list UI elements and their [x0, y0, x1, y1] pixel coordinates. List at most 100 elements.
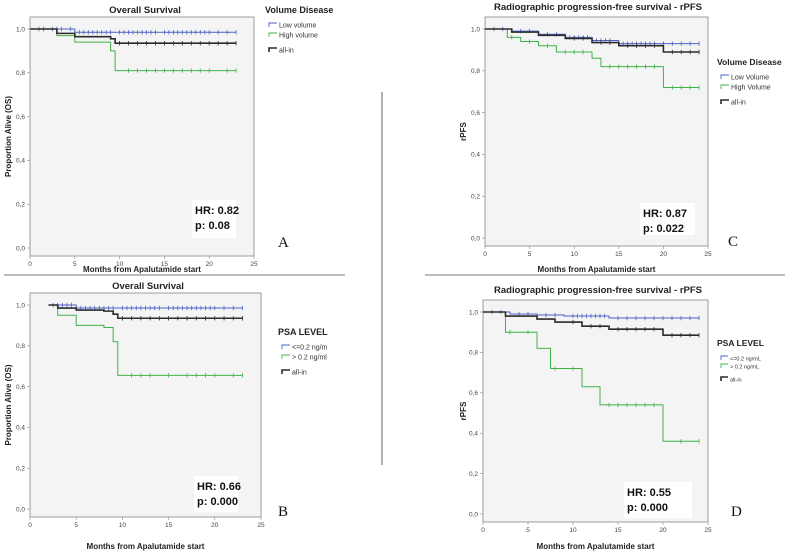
legend-swatch — [281, 344, 290, 349]
y-axis-label: rPFS — [459, 122, 468, 141]
y-tick-label: 1,0 — [469, 309, 478, 316]
chart-title: Overall Survival — [112, 281, 184, 292]
legend-swatch — [720, 99, 729, 104]
plot-area — [482, 299, 709, 523]
legend-swatch — [720, 84, 729, 89]
x-tick-label: 15 — [161, 261, 169, 268]
y-tick-label: 0,4 — [16, 425, 25, 432]
legend: PSA LEVEL <=0.2 ng/m > 0.2 ng/ml all-in — [278, 327, 328, 377]
y-tick-label: 0,2 — [16, 466, 25, 473]
y-tick-label: 0,8 — [469, 350, 478, 357]
y-axis-label: rPFS — [459, 401, 468, 420]
km-curve — [48, 304, 243, 376]
series-all-in — [30, 28, 237, 46]
legend-swatch — [281, 369, 290, 374]
x-tick-label: 10 — [116, 261, 124, 268]
legend-title: Volume Disease — [717, 57, 782, 67]
y-tick-label: 0,2 — [471, 194, 480, 201]
legend-entry: High Volume — [731, 85, 771, 92]
y-tick-label: 0,8 — [471, 68, 480, 75]
legend-swatch — [720, 376, 728, 381]
chart-title: Radiographic progression-free survival -… — [494, 2, 702, 13]
legend-swatch — [720, 74, 729, 79]
series--0-2-ng-ml — [48, 304, 243, 378]
x-tick-label: 25 — [257, 522, 265, 529]
y-tick-label: 0,2 — [469, 471, 478, 478]
km-curve — [483, 311, 699, 442]
y-tick-label: 0,0 — [469, 511, 478, 518]
legend: Volume Disease Low Volume High Volume all-i… — [717, 57, 782, 107]
y-tick-label: 0,8 — [16, 343, 25, 350]
stats-box — [194, 476, 238, 512]
panel-letter: B — [278, 504, 288, 520]
y-tick-label: 0,0 — [16, 506, 25, 513]
legend-entry: Low Volume — [731, 75, 769, 82]
p-value-text: p: 0.000 — [627, 502, 668, 514]
panel-A: Overall Survival 0,0 0,2 0,4 0,6 0,8 1,0 0 5 10 15… — [4, 5, 333, 274]
y-tick-label: 0,6 — [16, 114, 25, 121]
panel-C: Radiographic progression-free survival -… — [459, 2, 782, 274]
x-tick-label: 20 — [206, 261, 214, 268]
panel-D: Radiographic progression-free survival -… — [459, 285, 764, 551]
x-tick-label: 0 — [481, 527, 485, 534]
chart-title: Overall Survival — [109, 5, 181, 16]
hazard-ratio-text: HR: 0.82 — [195, 205, 239, 217]
y-tick-label: 0,0 — [471, 235, 480, 242]
y-tick-label: 1,0 — [471, 26, 480, 33]
series--0-2-ng-m — [48, 302, 243, 311]
km-curve — [485, 28, 700, 53]
legend-entry: > 0.2 ng/mL — [730, 365, 759, 371]
p-value-text: p: 0.000 — [197, 496, 238, 508]
y-axis-label: Proportion Alive (OS) — [4, 364, 13, 445]
hazard-ratio-text: HR: 0.66 — [197, 481, 241, 493]
legend-entry: > 0.2 ng/ml — [292, 355, 327, 362]
legend-swatch — [720, 355, 728, 360]
legend-title: PSA LEVEL — [278, 327, 328, 337]
y-tick-label: 0,6 — [471, 110, 480, 117]
legend-swatch — [720, 363, 728, 368]
x-tick-label: 20 — [659, 527, 667, 534]
x-tick-label: 15 — [615, 251, 623, 258]
y-tick-label: 0,4 — [469, 431, 478, 438]
legend-title: Volume Disease — [265, 5, 333, 15]
y-tick-label: 1,0 — [16, 26, 25, 33]
legend-entry: all-in — [292, 370, 307, 377]
panel-letter: D — [731, 504, 742, 520]
legend-swatch — [268, 22, 277, 27]
x-tick-label: 5 — [528, 251, 532, 258]
hazard-ratio-text: HR: 0.87 — [643, 208, 687, 220]
x-axis-label: Months from Apalutamide start — [538, 265, 656, 274]
panel-B: Overall Survival 0,0 0,2 0,4 0,6 0,8 1,0 0 5 10 15… — [4, 281, 328, 551]
legend-swatch — [268, 47, 277, 52]
hazard-ratio-text: HR: 0.55 — [627, 487, 671, 499]
legend: PSA LEVEL <=0.2 ng/mL > 0.2 ng/mL all-in — [717, 338, 764, 384]
x-tick-label: 15 — [165, 522, 173, 529]
panel-letter: A — [278, 235, 289, 251]
legend-entry: all-in — [279, 48, 294, 55]
legend-entry: all-in — [731, 100, 746, 107]
x-tick-label: 0 — [483, 251, 487, 258]
x-tick-label: 10 — [571, 251, 579, 258]
legend-entry: all-in — [730, 378, 742, 384]
stats-box — [192, 200, 236, 238]
legend-swatch — [281, 354, 290, 359]
x-tick-label: 5 — [526, 527, 530, 534]
series-high-volume — [485, 28, 700, 90]
x-tick-label: 10 — [569, 527, 577, 534]
series-all-in — [483, 311, 700, 338]
km-curve — [483, 311, 699, 319]
x-axis-label: Months from Apalutamide start — [537, 542, 655, 551]
km-curve — [30, 28, 237, 45]
x-tick-label: 10 — [119, 522, 127, 529]
km-curve — [48, 304, 243, 320]
x-tick-label: 0 — [28, 522, 32, 529]
y-tick-label: 0,4 — [471, 152, 480, 159]
y-tick-label: 0,8 — [16, 70, 25, 77]
y-tick-label: 0,6 — [16, 384, 25, 391]
x-tick-label: 25 — [704, 527, 712, 534]
x-tick-label: 5 — [74, 522, 78, 529]
y-tick-label: 0,2 — [16, 202, 25, 209]
km-curve — [485, 28, 700, 89]
legend-entry: High volume — [279, 33, 318, 40]
